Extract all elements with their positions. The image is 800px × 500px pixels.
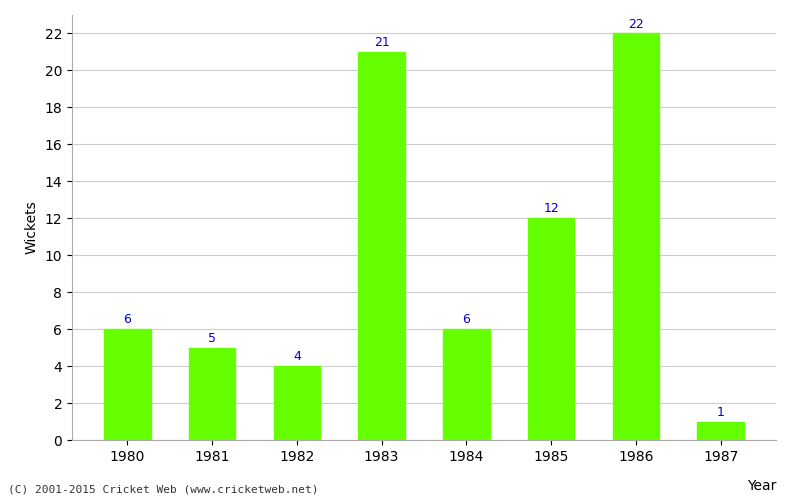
Bar — [189, 348, 235, 440]
Text: 5: 5 — [208, 332, 216, 345]
Bar — [274, 366, 320, 440]
Text: Year: Year — [746, 479, 776, 493]
Bar — [104, 329, 150, 440]
Text: 4: 4 — [293, 350, 301, 364]
Text: 6: 6 — [462, 314, 470, 326]
Bar — [358, 52, 405, 440]
Text: 21: 21 — [374, 36, 390, 49]
Bar — [613, 34, 659, 440]
Y-axis label: Wickets: Wickets — [25, 200, 39, 254]
Bar — [443, 329, 490, 440]
Text: (C) 2001-2015 Cricket Web (www.cricketweb.net): (C) 2001-2015 Cricket Web (www.cricketwe… — [8, 485, 318, 495]
Text: 22: 22 — [628, 18, 644, 30]
Text: 6: 6 — [123, 314, 131, 326]
Bar — [698, 422, 744, 440]
Text: 12: 12 — [543, 202, 559, 215]
Text: 1: 1 — [717, 406, 725, 419]
Bar — [528, 218, 574, 440]
